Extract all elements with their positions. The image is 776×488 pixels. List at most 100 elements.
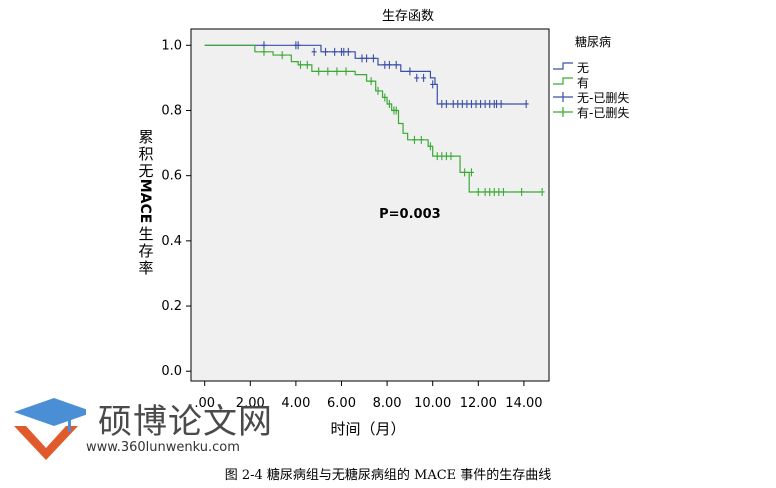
censored-mark <box>295 41 301 50</box>
censored-mark <box>539 187 545 196</box>
y-axis-label-char: 累 <box>138 128 153 146</box>
plot-area <box>190 28 550 382</box>
censored-mark <box>439 99 445 108</box>
legend-swatch-censored <box>553 107 573 117</box>
legend-entry-label: 有-已删失 <box>577 105 629 120</box>
graduation-cap-logo-icon <box>14 398 94 460</box>
censored-mark <box>482 99 488 108</box>
censored-mark <box>498 99 504 108</box>
censored-mark <box>450 99 456 108</box>
censored-mark <box>439 152 445 161</box>
y-axis-label-char: 积 <box>138 145 153 163</box>
censored-mark <box>325 67 331 76</box>
chart-title: 生存函数 <box>382 9 434 24</box>
legend-entry-label: 无-已删失 <box>577 90 629 105</box>
y-tick-label: 0.2 <box>161 299 182 314</box>
censored-mark <box>368 77 374 86</box>
legend-title: 糖尿病 <box>575 34 611 49</box>
censored-mark <box>448 152 454 161</box>
censored-mark <box>468 168 474 177</box>
censored-mark <box>364 54 370 63</box>
y-axis: 0.0 0.2 0.4 0.6 0.8 1.0 <box>161 38 191 379</box>
censored-mark <box>386 99 392 108</box>
legend-swatch-line <box>553 77 573 85</box>
watermark: 硕博论文网 www.360lunwenku.com <box>6 392 296 464</box>
censored-mark <box>341 47 347 56</box>
censored-mark <box>297 60 303 69</box>
watermark-url: www.360lunwenku.com <box>86 440 240 455</box>
legend-entry-label: 无 <box>577 61 589 75</box>
censored-mark <box>345 47 351 56</box>
x-axis: .00 2.00 4.00 6.00 8.00 10.00 12.00 14.00 <box>194 381 543 411</box>
censored-mark <box>407 67 413 76</box>
censored-mark <box>430 80 436 89</box>
censored-mark <box>523 99 529 108</box>
censored-mark <box>468 99 474 108</box>
censored-mark <box>482 187 488 196</box>
censored-mark <box>334 67 340 76</box>
censored-mark <box>393 106 399 115</box>
censored-mark <box>343 67 349 76</box>
censored-mark <box>519 187 525 196</box>
y-tick-label: 0.0 <box>161 364 182 379</box>
censored-mark <box>382 93 388 102</box>
legend-swatch-censored <box>553 92 573 102</box>
legend-swatch-line <box>553 62 573 70</box>
y-axis-label-char: 生 <box>138 225 153 243</box>
y-axis-label-char: 存 <box>138 242 153 260</box>
censored-mark <box>434 152 440 161</box>
x-tick-label: 4.00 <box>281 396 310 411</box>
censored-mark <box>279 51 285 60</box>
censored-mark <box>443 152 449 161</box>
censored-mark <box>443 99 449 108</box>
series-layer <box>204 41 545 196</box>
y-axis-label-char: 无 <box>138 162 153 180</box>
censored-mark <box>491 187 497 196</box>
x-tick-label: 6.00 <box>327 396 356 411</box>
censored-mark <box>427 142 433 151</box>
censored-mark <box>459 99 465 108</box>
censored-mark <box>414 73 420 82</box>
censored-mark <box>421 73 427 82</box>
y-axis-label-mace: MACE <box>137 179 153 224</box>
x-tick-label: 10.00 <box>414 396 451 411</box>
censored-mark <box>455 99 461 108</box>
censored-mark <box>261 47 267 56</box>
x-tick-label: 8.00 <box>373 396 402 411</box>
censored-mark <box>323 47 329 56</box>
censored-mark <box>487 187 493 196</box>
legend-entry-label: 有 <box>577 76 589 90</box>
censored-mark <box>496 187 502 196</box>
p-value-annotation: P=0.003 <box>379 207 441 222</box>
survival-curve-no-diabetes <box>204 44 527 105</box>
censored-mark <box>478 99 484 108</box>
censored-mark <box>475 187 481 196</box>
censored-mark <box>500 187 506 196</box>
censored-mark <box>473 99 479 108</box>
y-tick-label: 0.4 <box>161 234 182 249</box>
figure-caption: 图 2-4 糖尿病组与无糖尿病组的 MACE 事件的生存曲线 <box>224 468 552 483</box>
censored-mark <box>462 168 468 177</box>
censored-mark <box>311 47 317 56</box>
censored-mark <box>393 60 399 69</box>
x-tick-label: 12.00 <box>460 396 497 411</box>
censored-mark <box>494 99 500 108</box>
censored-mark <box>487 99 493 108</box>
y-tick-label: 0.6 <box>161 169 182 184</box>
y-tick-label: 0.8 <box>161 103 182 118</box>
censored-mark <box>316 67 322 76</box>
x-tick-label: 14.00 <box>505 396 542 411</box>
watermark-title: 硕博论文网 <box>98 402 273 442</box>
censored-mark <box>386 60 392 69</box>
censored-mark <box>411 135 417 144</box>
y-axis-label-char: 率 <box>138 259 153 277</box>
x-axis-label: 时间（月） <box>330 420 405 438</box>
y-tick-label: 1.0 <box>161 38 182 53</box>
censored-mark <box>332 47 338 56</box>
censored-mark <box>418 135 424 144</box>
censored-mark <box>464 99 470 108</box>
censored-mark <box>304 60 310 69</box>
